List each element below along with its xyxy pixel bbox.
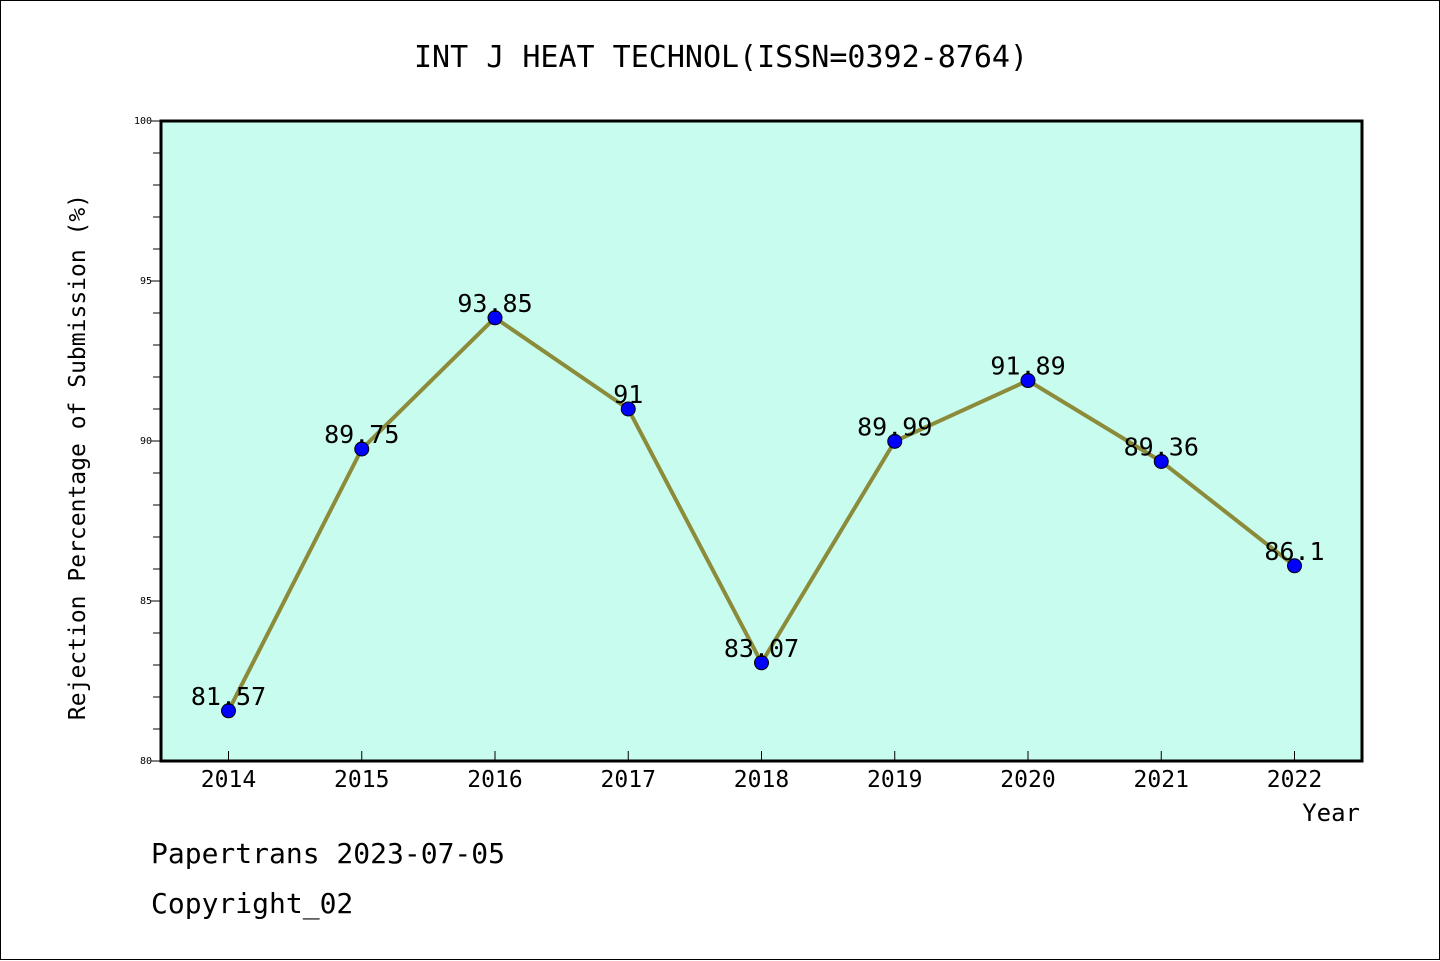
y-axis-label: Rejection Percentage of Submission (%) — [65, 194, 91, 720]
y-tick-label: 95 — [140, 276, 152, 287]
data-label-2021: 89.36 — [1124, 432, 1199, 461]
data-label-2019: 89.99 — [857, 412, 932, 441]
series-markers — [221, 310, 1302, 719]
data-labels: 81.57 89.75 93.85 91 83.07 89.99 91.89 89.36 86.… — [191, 289, 1325, 711]
plot-area — [161, 121, 1362, 761]
data-point-2021 — [1153, 453, 1169, 469]
footer-date: Papertrans 2023-07-05 — [151, 837, 506, 870]
x-axis-label: Year — [1302, 799, 1360, 827]
y-tick-label: 85 — [140, 596, 152, 607]
data-label-2020: 91.89 — [990, 352, 1065, 381]
data-label-2018: 83.07 — [724, 634, 799, 663]
y-tick-label: 90 — [140, 436, 152, 447]
data-label-2014: 81.57 — [191, 682, 266, 711]
x-tick-label: 2017 — [601, 767, 656, 793]
x-tick-label: 2016 — [467, 767, 522, 793]
x-tick-label: 2020 — [1000, 767, 1055, 793]
data-point-2019 — [887, 433, 903, 449]
data-point-2015 — [354, 441, 370, 457]
data-label-2017: 91 — [613, 380, 643, 409]
data-point-2017 — [620, 401, 636, 417]
x-tick-label: 2018 — [734, 767, 789, 793]
x-tick-label: 2014 — [201, 767, 256, 793]
data-label-2022: 86.1 — [1264, 537, 1324, 566]
chart-title: INT J HEAT TECHNOL(ISSN=0392-8764) — [414, 40, 1028, 75]
data-point-2022 — [1287, 558, 1302, 574]
x-tick-label: 2019 — [867, 767, 922, 793]
footer-copyright: Copyright_02 — [151, 887, 354, 920]
y-tick-label: 80 — [140, 756, 152, 767]
y-tick-label: 100 — [134, 116, 152, 127]
data-label-2016: 93.85 — [457, 289, 532, 318]
x-axis: 2014 2015 2016 2017 2018 2019 2020 2021 2022 — [201, 751, 1322, 793]
x-tick-label: 2015 — [334, 767, 389, 793]
data-point-2014 — [221, 703, 236, 719]
data-point-2016 — [487, 310, 503, 326]
data-point-2020 — [1020, 373, 1036, 389]
x-tick-label: 2021 — [1134, 767, 1189, 793]
x-tick-label: 2022 — [1267, 767, 1322, 793]
plot-border — [159, 119, 1364, 763]
y-axis: 80 85 90 95 100 — [134, 116, 161, 767]
data-point-2018 — [754, 655, 769, 671]
data-label-2015: 89.75 — [324, 420, 399, 449]
